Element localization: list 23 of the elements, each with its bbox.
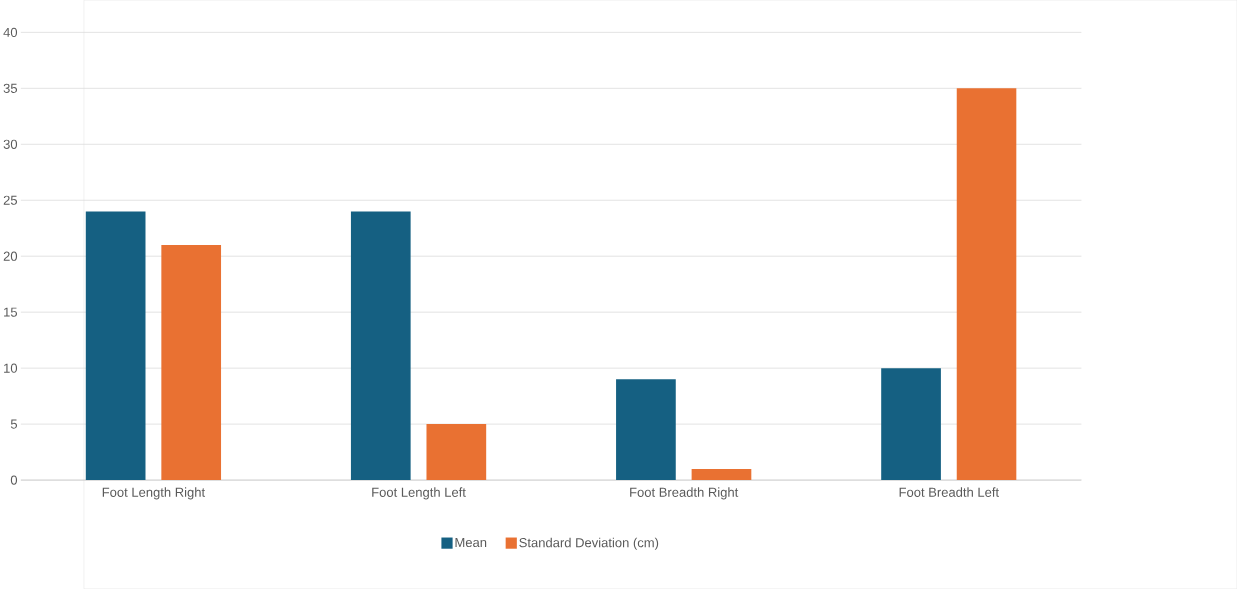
y-tick-label: 25 bbox=[3, 195, 18, 205]
bar bbox=[616, 379, 676, 481]
y-tick-label: 0 bbox=[10, 475, 18, 485]
y-tick-label: 40 bbox=[3, 27, 18, 37]
y-tick-label: 30 bbox=[3, 139, 18, 149]
y-tick-label: 20 bbox=[3, 251, 18, 261]
bar bbox=[161, 245, 222, 481]
x-tick-label: Foot Breadth Right bbox=[630, 487, 739, 500]
x-tick-label: Foot Length Left bbox=[372, 487, 466, 500]
legend-label: Standard Deviation (cm) bbox=[519, 537, 659, 550]
x-tick-label: Foot Breadth Left bbox=[899, 487, 999, 497]
x-tick-label: Foot Length Right bbox=[102, 487, 206, 500]
bar bbox=[881, 368, 941, 481]
y-tick-label: 15 bbox=[4, 307, 18, 317]
y-tick-label: 35 bbox=[3, 83, 18, 93]
y-tick-label: 5 bbox=[10, 419, 18, 429]
bar bbox=[350, 211, 411, 481]
bar bbox=[426, 424, 487, 481]
legend-label: Mean bbox=[455, 537, 487, 548]
bar bbox=[85, 211, 146, 481]
y-tick-label: 10 bbox=[4, 363, 18, 373]
bar bbox=[691, 468, 752, 481]
bar bbox=[956, 88, 1017, 481]
